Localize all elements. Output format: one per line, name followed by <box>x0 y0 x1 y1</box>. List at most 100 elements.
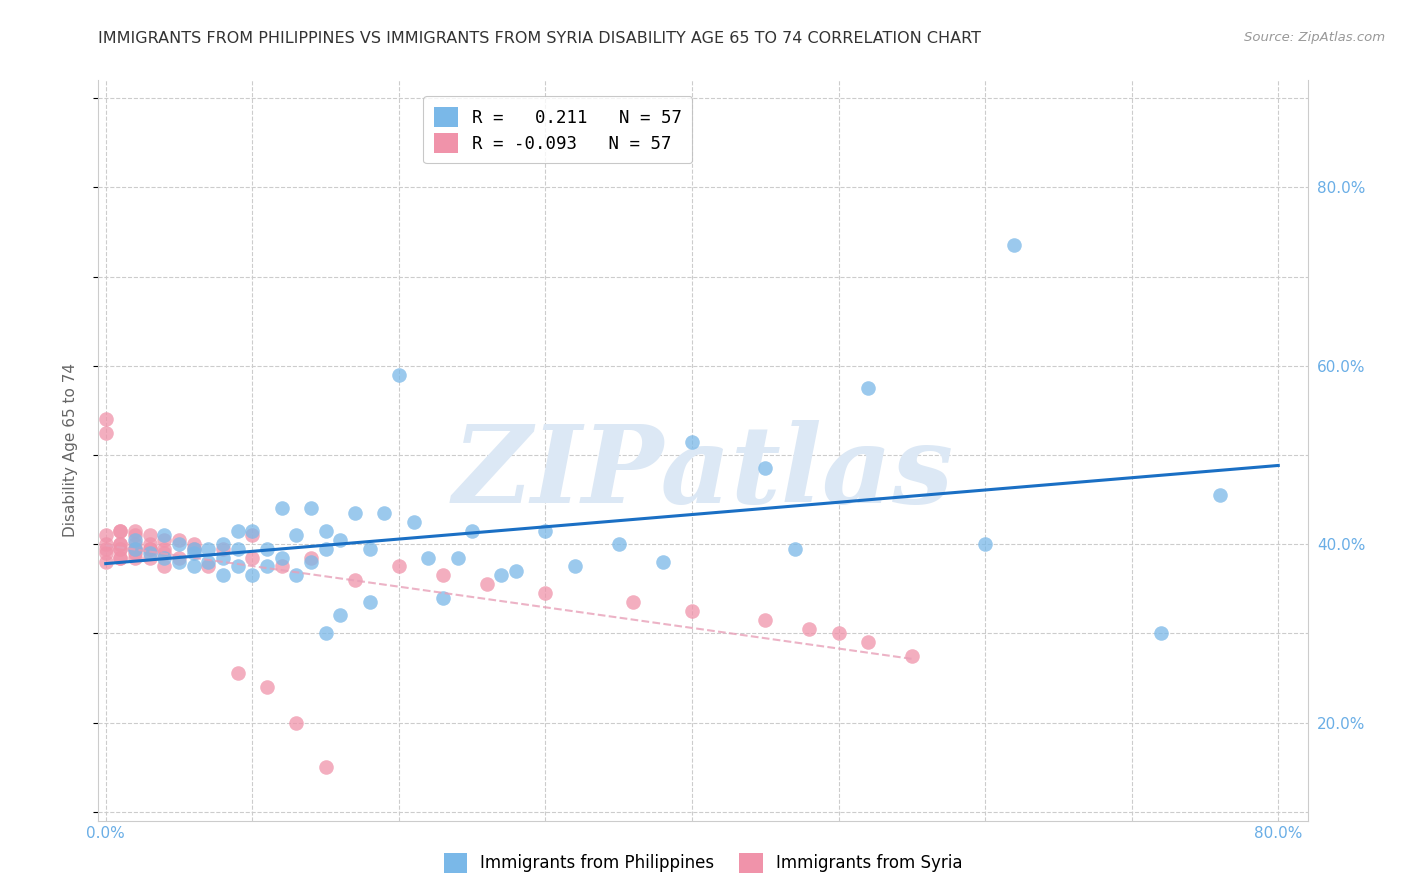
Point <box>359 595 381 609</box>
Point <box>901 648 924 663</box>
Point <box>329 608 352 623</box>
Point <box>212 537 235 551</box>
Point <box>240 528 263 542</box>
Point <box>505 564 527 578</box>
Point <box>94 555 117 569</box>
Point <box>94 425 117 440</box>
Point <box>315 626 337 640</box>
Point <box>226 524 249 538</box>
Point <box>124 537 146 551</box>
Point <box>270 550 292 565</box>
Point <box>299 550 322 565</box>
Point <box>124 541 146 556</box>
Point <box>197 555 219 569</box>
Point <box>1004 238 1026 252</box>
Point <box>138 537 160 551</box>
Point <box>110 537 132 551</box>
Point <box>183 541 205 556</box>
Point <box>138 550 160 565</box>
Point <box>212 550 235 565</box>
Point <box>373 506 395 520</box>
Point <box>329 533 352 547</box>
Point <box>754 461 776 475</box>
Point <box>110 524 132 538</box>
Point <box>270 559 292 574</box>
Legend: R =   0.211   N = 57, R = -0.093   N = 57: R = 0.211 N = 57, R = -0.093 N = 57 <box>423 96 692 163</box>
Point <box>110 541 132 556</box>
Point <box>256 680 278 694</box>
Point <box>240 524 263 538</box>
Point <box>388 559 411 574</box>
Point <box>124 550 146 565</box>
Point <box>183 559 205 574</box>
Point <box>167 550 190 565</box>
Point <box>621 595 644 609</box>
Point <box>681 434 703 449</box>
Point <box>94 528 117 542</box>
Point <box>226 666 249 681</box>
Point <box>212 541 235 556</box>
Point <box>754 613 776 627</box>
Point <box>110 550 132 565</box>
Point <box>607 537 630 551</box>
Point <box>124 541 146 556</box>
Point <box>138 546 160 560</box>
Point <box>1208 488 1230 502</box>
Point <box>124 541 146 556</box>
Point <box>974 537 997 551</box>
Point <box>110 541 132 556</box>
Point <box>343 573 366 587</box>
Text: ZIPatlas: ZIPatlas <box>453 419 953 525</box>
Point <box>432 568 454 582</box>
Point <box>299 555 322 569</box>
Point <box>153 559 176 574</box>
Text: IMMIGRANTS FROM PHILIPPINES VS IMMIGRANTS FROM SYRIA DISABILITY AGE 65 TO 74 COR: IMMIGRANTS FROM PHILIPPINES VS IMMIGRANT… <box>98 31 981 46</box>
Point <box>167 537 190 551</box>
Point <box>167 555 190 569</box>
Point <box>534 524 557 538</box>
Point <box>110 537 132 551</box>
Point <box>124 524 146 538</box>
Point <box>359 541 381 556</box>
Point <box>226 559 249 574</box>
Point <box>110 550 132 565</box>
Point <box>475 577 498 591</box>
Point <box>343 506 366 520</box>
Point <box>681 604 703 618</box>
Point <box>240 568 263 582</box>
Point <box>138 541 160 556</box>
Point <box>564 559 586 574</box>
Point <box>124 546 146 560</box>
Point <box>153 550 176 565</box>
Point <box>183 541 205 556</box>
Point <box>153 533 176 547</box>
Point <box>197 541 219 556</box>
Point <box>285 568 308 582</box>
Text: Source: ZipAtlas.com: Source: ZipAtlas.com <box>1244 31 1385 45</box>
Point <box>461 524 484 538</box>
Point <box>110 524 132 538</box>
Point <box>138 541 160 556</box>
Point <box>315 760 337 774</box>
Point <box>167 533 190 547</box>
Point <box>183 546 205 560</box>
Point <box>285 715 308 730</box>
Point <box>856 635 879 649</box>
Point <box>94 412 117 426</box>
Point <box>432 591 454 605</box>
Point <box>315 524 337 538</box>
Point <box>856 381 879 395</box>
Point <box>446 550 468 565</box>
Point <box>124 528 146 542</box>
Point <box>226 541 249 556</box>
Point <box>94 537 117 551</box>
Point <box>94 541 117 556</box>
Point <box>256 559 278 574</box>
Point <box>153 528 176 542</box>
Point <box>138 528 160 542</box>
Point <box>183 537 205 551</box>
Legend: Immigrants from Philippines, Immigrants from Syria: Immigrants from Philippines, Immigrants … <box>437 847 969 880</box>
Point <box>240 550 263 565</box>
Point <box>197 559 219 574</box>
Y-axis label: Disability Age 65 to 74: Disability Age 65 to 74 <box>63 363 77 538</box>
